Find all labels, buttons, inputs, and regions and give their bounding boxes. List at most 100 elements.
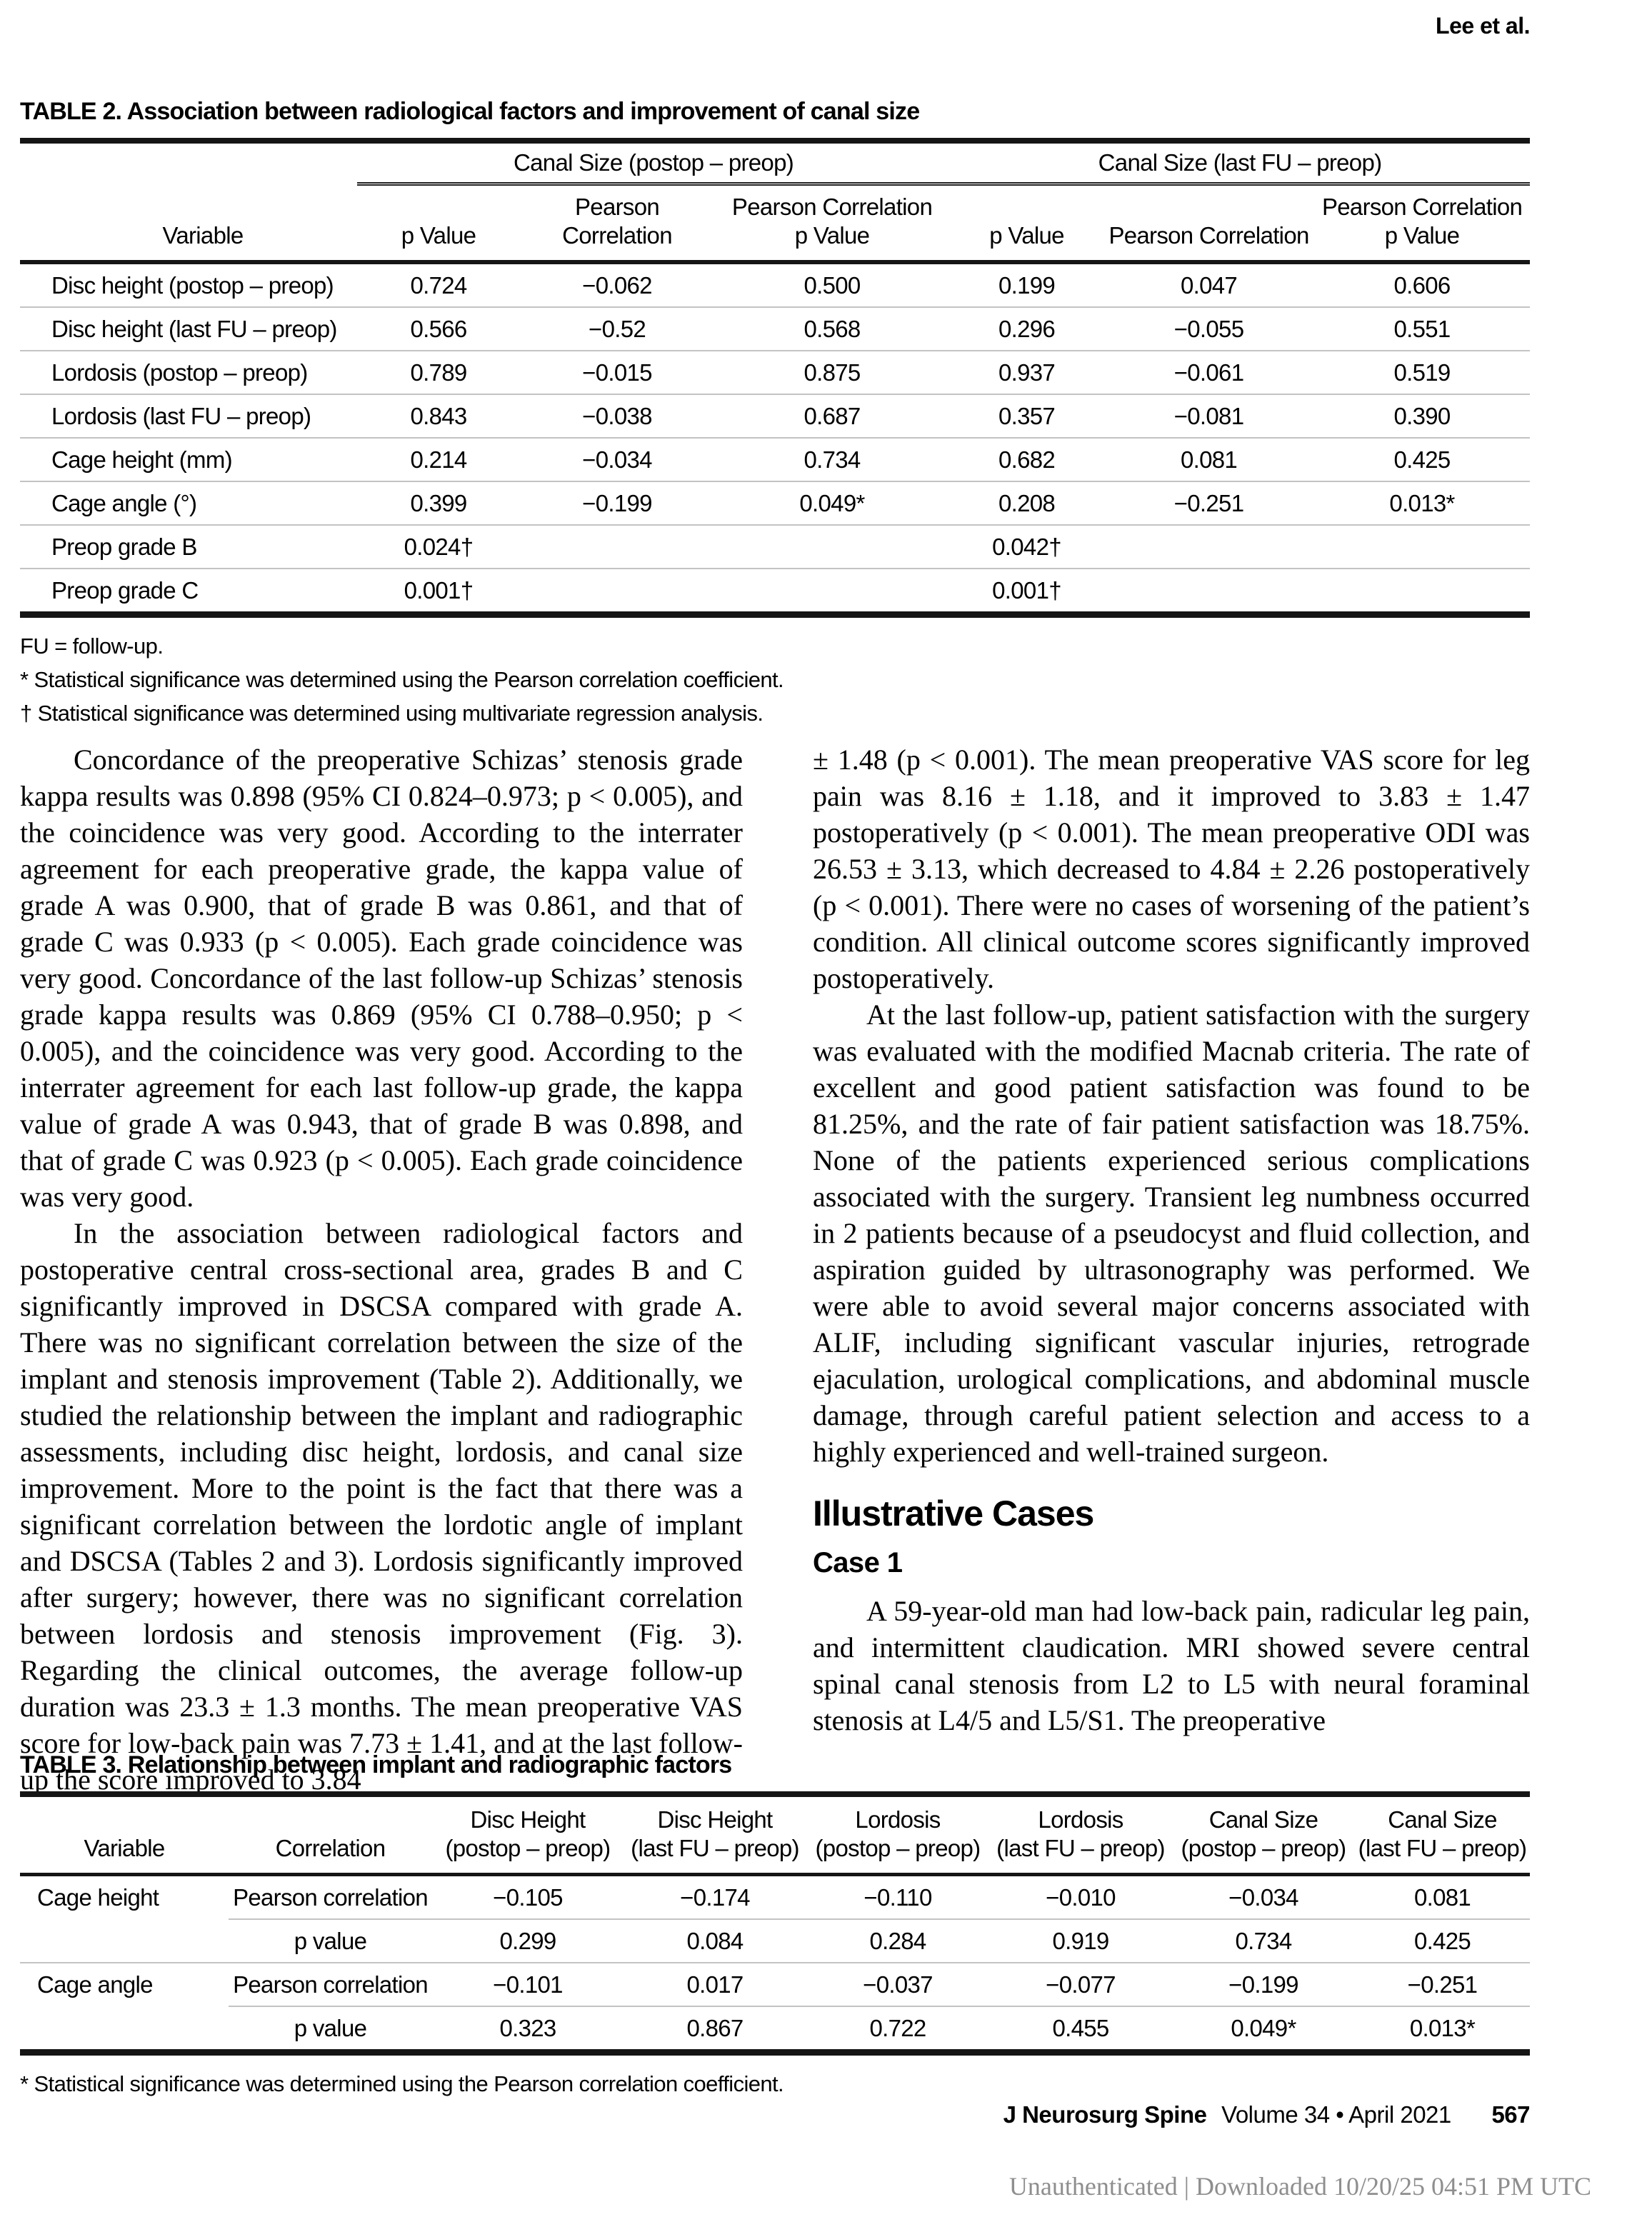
cell: −0.081 [1103, 394, 1315, 439]
cell: 0.049* [714, 481, 951, 526]
body-left-column: Concordance of the preoperative Schizas’… [20, 741, 743, 1798]
cell [1103, 525, 1315, 569]
table3-header-lordosis-postop: Lordosis (postop – preop) [806, 1794, 989, 1876]
table2-corner-cell [20, 141, 357, 184]
cell: 0.296 [950, 307, 1104, 351]
cell: −0.077 [989, 1963, 1172, 2007]
row-label: Pearson correlation [229, 1963, 432, 2007]
table2-column-header-row: Variable p Value Pearson Correlation Pea… [20, 184, 1531, 264]
cell: −0.174 [624, 1874, 806, 1920]
cell: 0.455 [1052, 2014, 1109, 2041]
table3-header-lordosis-lastfu: Lordosis (last FU – preop) [989, 1794, 1172, 1876]
cell: −0.52 [520, 307, 714, 351]
header-line1: Disc Height [657, 1806, 773, 1833]
table3-footnote-asterisk: * Statistical significance was determine… [20, 2071, 784, 2096]
cell: 0.606 [1314, 262, 1531, 308]
cell: 0.687 [714, 394, 951, 439]
table3-column-header-row: Variable Correlation Disc Height (postop… [20, 1794, 1530, 1876]
header-line2: (postop – preop) [445, 1835, 611, 1861]
row-variable: Cage height (mm) [20, 438, 357, 482]
row-variable: Preop grade C [51, 576, 199, 604]
table2-group-header-lastfu: Canal Size (last FU – preop) [950, 141, 1531, 186]
cell: 0.323 [499, 2014, 556, 2041]
table-row: Preop grade C 0.001† 0.001† [20, 569, 1530, 615]
cell: −0.062 [520, 262, 714, 308]
download-notice: Unauthenticated | Downloaded 10/20/25 04… [1008, 2172, 1591, 2201]
table-row: Lordosis (postop – preop) 0.789 −0.015 0… [20, 351, 1531, 395]
table2-header-pearson-pvalue-1-line1: Pearson Correlation [731, 194, 933, 220]
row-variable: Disc height (last FU – preop) [20, 307, 357, 351]
cell: 0.013* [1409, 2014, 1476, 2041]
row-variable: Cage angle [37, 1971, 154, 1998]
cell: 0.867 [686, 2014, 744, 2041]
table2-header-pearson-pvalue-2-line2: p Value [1384, 222, 1460, 249]
cell: 0.425 [1314, 438, 1531, 482]
paragraph: ± 1.48 (p < 0.001). The mean preoperativ… [813, 744, 1530, 994]
table2-header-pearson-pvalue-2-line1: Pearson Correlation [1321, 194, 1523, 220]
table2-footnote-fu: FU = follow-up. [20, 634, 164, 659]
row-variable: Cage height [37, 1884, 159, 1911]
header-line2: (postop – preop) [815, 1835, 981, 1861]
table-row: Lordosis (last FU – preop) 0.843 −0.038 … [20, 394, 1531, 439]
cell: −0.010 [989, 1874, 1172, 1920]
footer-journal-name: J Neurosurg Spine [1003, 2101, 1207, 2128]
cell: −0.055 [1103, 307, 1315, 351]
cell: 0.199 [950, 262, 1104, 308]
cell: 0.724 [357, 262, 520, 308]
cell [714, 525, 951, 569]
table3-footnotes: * Statistical significance was determine… [20, 2071, 1530, 2097]
table2: Canal Size (postop – preop) Canal Size (… [20, 138, 1531, 618]
row-variable [20, 1919, 229, 1963]
cell: 0.551 [1314, 307, 1531, 351]
table2-header-pvalue-2: p Value [950, 184, 1104, 264]
table2-header-pearson-pvalue-1: Pearson Correlation p Value [714, 184, 951, 264]
cell [520, 525, 714, 569]
table3-title: TABLE 3. Relationship between implant an… [20, 1751, 732, 1778]
table3-header-canal-size-postop: Canal Size (postop – preop) [1172, 1794, 1355, 1876]
section-heading-illustrative-cases: Illustrative Cases [813, 1493, 1094, 1533]
table2-header-pearson-1: Pearson Correlation [520, 184, 714, 264]
row-label: Pearson correlation [229, 1874, 432, 1920]
cell [714, 569, 950, 615]
table3-header-disc-height-postop: Disc Height (postop – preop) [432, 1794, 624, 1876]
table-row: Disc height (postop – preop) 0.724 −0.06… [20, 262, 1531, 308]
cell: 0.519 [1314, 351, 1531, 395]
table-row: Cage angle (°) 0.399 −0.199 0.049* 0.208… [20, 481, 1531, 526]
cell: −0.251 [1355, 1963, 1530, 2007]
cell: 0.500 [714, 262, 951, 308]
table-row: Cage height Pearson correlation −0.105 −… [20, 1874, 1530, 1920]
cell: −0.105 [432, 1874, 624, 1920]
row-variable: Preop grade B [20, 525, 357, 569]
cell [520, 569, 714, 615]
cell: 0.789 [357, 351, 520, 395]
cell: 0.425 [1355, 1919, 1530, 1963]
header-line1: Lordosis [1038, 1806, 1123, 1833]
cell: 0.566 [357, 307, 520, 351]
cell: 0.919 [989, 1919, 1172, 1963]
cell: 0.390 [1314, 394, 1531, 439]
row-variable: Cage angle (°) [20, 481, 357, 526]
cell: −0.101 [432, 1963, 624, 2007]
row-variable: Disc height (postop – preop) [20, 262, 357, 308]
row-label: p value [294, 2014, 367, 2041]
header-line1: Disc Height [470, 1806, 586, 1833]
table2-title: TABLE 2. Association between radiologica… [20, 98, 920, 125]
paragraph: Concordance of the preoperative Schizas’… [20, 744, 743, 1213]
cell: 0.722 [869, 2014, 926, 2041]
header-line1: Canal Size [1208, 1806, 1318, 1833]
table2-header-pvalue-1: p Value [357, 184, 520, 264]
cell: −0.199 [520, 481, 714, 526]
table2-group-header-row: Canal Size (postop – preop) Canal Size (… [20, 141, 1531, 186]
cell: 0.042† [950, 525, 1104, 569]
cell: 0.001† [404, 576, 474, 604]
subsection-heading-case-1: Case 1 [813, 1547, 903, 1578]
paragraph: At the last follow-up, patient satisfact… [813, 999, 1530, 1468]
table-row: Preop grade B 0.024† 0.042† [20, 525, 1531, 569]
table2-header-pearson-2: Pearson Correlation [1103, 184, 1315, 264]
row-label: p value [229, 1919, 432, 1963]
table2-group-header-postop: Canal Size (postop – preop) [357, 141, 951, 186]
cell: −0.110 [806, 1874, 989, 1920]
table3-header-variable: Variable [20, 1794, 229, 1876]
table-row: Cage angle Pearson correlation −0.101 0.… [20, 1963, 1530, 2007]
